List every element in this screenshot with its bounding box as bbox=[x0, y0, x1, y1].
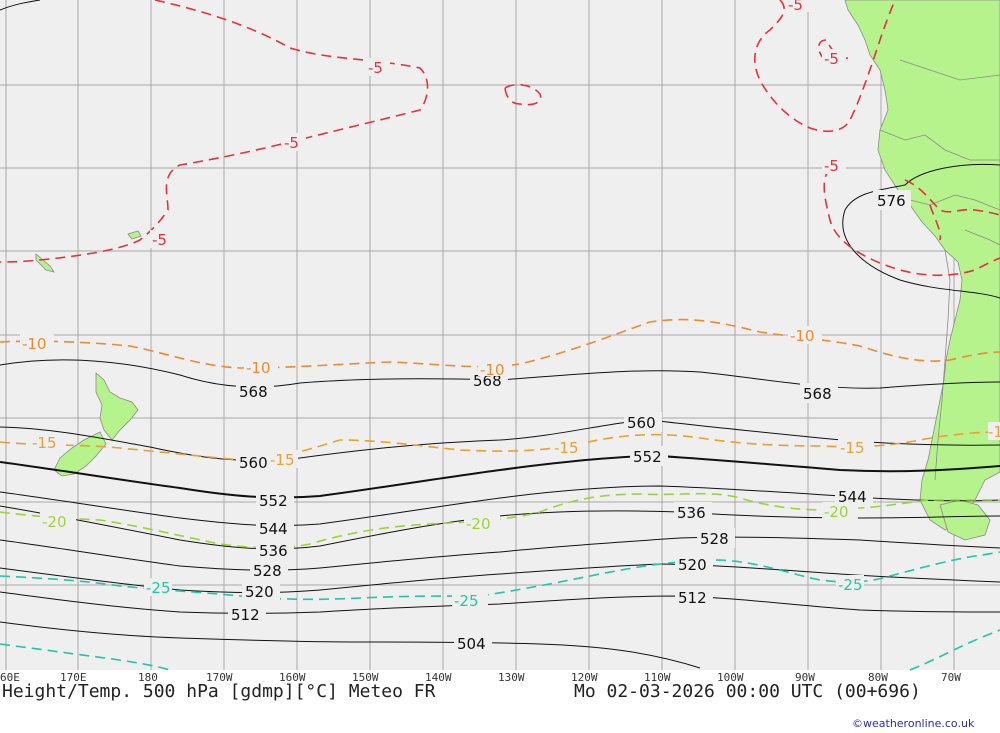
height-labels: 576 568 568 568 560 560 552 552 544 544 … bbox=[228, 190, 911, 653]
contour-504 bbox=[0, 621, 701, 669]
isotherm-minus25-sw bbox=[0, 643, 171, 671]
label-504: 504 bbox=[457, 635, 486, 653]
tick-120w: 120W bbox=[571, 671, 598, 684]
label-552-east: 552 bbox=[633, 448, 662, 466]
map-title: Height/Temp. 500 hPa [gdmp][°C] Meteo FR bbox=[2, 681, 436, 702]
label-t-minus5-n2: -5 bbox=[284, 134, 299, 152]
tick-170w: 170W bbox=[206, 671, 233, 684]
label-t-minus10-c: -10 bbox=[480, 361, 505, 379]
label-568-east: 568 bbox=[803, 385, 832, 403]
south-america-land bbox=[844, 0, 1000, 531]
label-t-minus20-c: -20 bbox=[466, 515, 491, 533]
tick-160w: 160W bbox=[279, 671, 306, 684]
isotherm-minus15 bbox=[0, 431, 1000, 462]
isotherm-minus5-east-5 bbox=[929, 204, 942, 241]
label-544-east: 544 bbox=[838, 488, 867, 506]
label-528-east: 528 bbox=[700, 530, 729, 548]
label-t-minus15-w: -15 bbox=[32, 434, 57, 452]
label-t-minus25-w: -25 bbox=[146, 579, 171, 597]
label-512-west: 512 bbox=[231, 606, 260, 624]
contour-520 bbox=[0, 563, 1000, 594]
tick-110w: 110W bbox=[644, 671, 671, 684]
label-520-east: 520 bbox=[678, 556, 707, 574]
isotherm-minus5-east-3 bbox=[823, 167, 1000, 277]
label-536-east: 536 bbox=[677, 504, 706, 522]
land-masses bbox=[35, 0, 1000, 541]
contour-560 bbox=[0, 419, 1000, 461]
isotherm-minus10 bbox=[0, 318, 1000, 369]
new-zealand-north-island bbox=[95, 372, 139, 441]
isotherm-minus5-east-4 bbox=[904, 179, 1000, 216]
isotherm-minus20 bbox=[0, 492, 1000, 549]
island-new-caledonia bbox=[35, 253, 55, 273]
label-t-minus15-edge: -15 bbox=[988, 423, 1000, 441]
label-568-west: 568 bbox=[239, 383, 268, 401]
label-544-west: 544 bbox=[259, 520, 288, 538]
tick-90w: 90W bbox=[795, 671, 815, 684]
tick-180: 180 bbox=[138, 671, 158, 684]
footer-area bbox=[0, 670, 1000, 733]
label-t-minus15-e: -15 bbox=[840, 439, 865, 457]
label-568-mid: 568 bbox=[473, 372, 502, 390]
isotherm-minus25 bbox=[0, 551, 1000, 601]
label-576: 576 bbox=[877, 192, 906, 210]
tick-170e: 170E bbox=[60, 671, 87, 684]
label-t-minus20-w: -20 bbox=[42, 513, 67, 531]
label-t-minus5-n1: -5 bbox=[368, 59, 383, 77]
label-t-minus5-top: -5 bbox=[788, 0, 803, 14]
label-t-minus10-w: -10 bbox=[22, 335, 47, 353]
label-536-west: 536 bbox=[259, 542, 288, 560]
longitude-ticks: 60E 170E 180 170W 160W 150W 140W 130W 12… bbox=[0, 671, 961, 684]
label-t-minus25-c: -25 bbox=[454, 592, 479, 610]
contour-528 bbox=[0, 536, 1000, 571]
isotherm-minus25-se bbox=[909, 629, 1000, 671]
map-datetime: Mo 02-03-2026 00:00 UTC (00+696) bbox=[574, 681, 921, 702]
tick-80w: 80W bbox=[868, 671, 888, 684]
isotherm-minus5-east-1 bbox=[754, 0, 896, 132]
credit-link[interactable]: ©weatheronline.co.uk bbox=[852, 717, 975, 730]
label-t-minus15-c: -15 bbox=[554, 439, 579, 457]
contour-top-left bbox=[0, 0, 41, 11]
label-552-west: 552 bbox=[259, 492, 288, 510]
country-borders bbox=[879, 59, 1000, 481]
label-t-minus5-n3: -5 bbox=[152, 231, 167, 249]
contour-552 bbox=[0, 454, 1000, 499]
label-528-west: 528 bbox=[253, 562, 282, 580]
label-t-minus15-m: -15 bbox=[270, 451, 295, 469]
label-t-minus10-e: -10 bbox=[790, 327, 815, 345]
label-512-east: 512 bbox=[678, 589, 707, 607]
label-t-minus5-e2: -5 bbox=[824, 157, 839, 175]
temperature-labels: -5 -5 -5 -5 -5 -5 -10 -10 -10 -10 -15 -1… bbox=[20, 0, 1000, 610]
tick-60e: 60E bbox=[0, 671, 20, 684]
isotherm-minus5-west bbox=[0, 0, 429, 263]
label-t-minus20-e: -20 bbox=[824, 503, 849, 521]
tick-140w: 140W bbox=[425, 671, 452, 684]
contour-512 bbox=[0, 591, 1000, 614]
label-t-minus10-m: -10 bbox=[246, 359, 271, 377]
label-t-minus5-e1: -5 bbox=[824, 50, 839, 68]
label-560-west: 560 bbox=[239, 454, 268, 472]
tick-150w: 150W bbox=[352, 671, 379, 684]
contour-576 bbox=[842, 163, 1000, 299]
isotherm-minus5-blob bbox=[504, 83, 542, 106]
label-520-west: 520 bbox=[245, 583, 274, 601]
tick-70w: 70W bbox=[941, 671, 961, 684]
label-t-minus25-e: -25 bbox=[838, 576, 863, 594]
tick-100w: 100W bbox=[717, 671, 744, 684]
temperature-contours bbox=[0, 0, 1000, 671]
tick-130w: 130W bbox=[498, 671, 525, 684]
label-560-east: 560 bbox=[627, 414, 656, 432]
new-zealand-south-island bbox=[53, 431, 107, 477]
island-fiji bbox=[127, 230, 142, 240]
